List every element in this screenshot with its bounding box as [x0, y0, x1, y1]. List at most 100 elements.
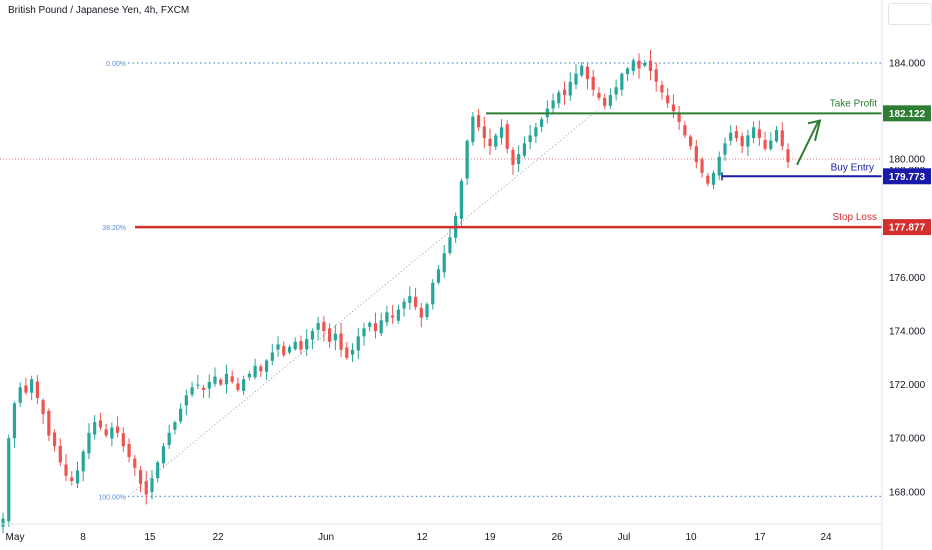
candle-body [87, 432, 91, 454]
candle-body [190, 387, 194, 395]
candle-body [184, 395, 188, 406]
fib-level-label: 0.00% [106, 61, 126, 68]
candle-body [752, 127, 756, 138]
candle-body [757, 129, 761, 139]
candle-body [81, 451, 85, 472]
candle-body [465, 140, 469, 179]
candle-body [688, 136, 693, 147]
candle-body [717, 156, 721, 176]
candle-body [196, 384, 200, 386]
candle-body [93, 422, 97, 435]
price-badge-text: 177.877 [889, 223, 926, 234]
candle-body [608, 95, 612, 106]
plot-area[interactable] [0, 50, 882, 534]
candle-body [591, 76, 595, 90]
x-tick-label: 17 [754, 532, 766, 543]
fib-level-label: 38.20% [102, 225, 126, 232]
x-tick-label: 8 [80, 532, 86, 543]
x-tick-label: 19 [484, 532, 496, 543]
x-tick-label: 12 [416, 532, 428, 543]
candle-body [1, 518, 5, 527]
candle-body [522, 143, 527, 156]
candle-body [24, 385, 28, 393]
candle-body [230, 376, 234, 382]
price-badge-text: 179.773 [889, 172, 926, 183]
take-profit-arrow-shaft [796, 121, 819, 166]
candle-body [373, 323, 378, 331]
candle-body [18, 387, 22, 403]
candle-body [494, 135, 498, 147]
candle-body [408, 296, 412, 303]
y-tick-label: 174.000 [889, 327, 926, 338]
candle-body [597, 92, 601, 98]
candle-body [729, 132, 733, 141]
candle-body [35, 381, 39, 398]
candle-body [391, 315, 395, 318]
x-tick-label: May [6, 532, 25, 543]
candle-body [104, 429, 108, 436]
candle-body [224, 373, 229, 385]
y-tick-label: 170.000 [889, 434, 926, 445]
candle-body [425, 304, 429, 318]
candle-body [763, 140, 767, 149]
candle-body [402, 301, 406, 309]
candle-body [482, 126, 486, 139]
candle-body [385, 312, 389, 323]
candle-body [138, 470, 143, 484]
candle-body [505, 124, 509, 149]
x-tick-label: Jun [318, 532, 334, 543]
candle-body [614, 87, 618, 95]
candle-body [350, 349, 355, 355]
take-profit-arrow-head [807, 119, 822, 141]
candle-body [666, 95, 670, 104]
candle-body [52, 432, 57, 447]
candle-body [517, 154, 521, 165]
candle-body [706, 175, 710, 184]
candle-body [242, 379, 246, 391]
candle-body [219, 379, 223, 385]
candle-body [540, 119, 544, 127]
candle-body [499, 127, 504, 138]
candle-body [236, 383, 240, 390]
candle-body [150, 478, 154, 493]
annotation-labels: 0.00% 38.20% 100.00% Take Profit 182.122 Buy … [98, 61, 931, 501]
trade-level-name: Buy Entry [831, 162, 874, 173]
candle-body [459, 180, 463, 219]
candle-body [356, 336, 360, 351]
candle-body [648, 60, 653, 72]
candle-body [631, 60, 635, 72]
candle-body [322, 321, 326, 331]
candle-body [436, 269, 441, 283]
candle-body [620, 73, 624, 90]
candle-body [133, 458, 137, 468]
candle-body [115, 426, 120, 433]
y-tick-label: 176.000 [889, 273, 926, 284]
candle-body [345, 347, 349, 358]
candle-body [47, 410, 51, 436]
candle-body [677, 113, 681, 122]
candle-body [339, 333, 343, 350]
candle-body [769, 140, 773, 150]
y-tick-label: 168.000 [889, 487, 926, 498]
x-tick-label: Jul [618, 532, 631, 543]
candle-body [173, 422, 177, 430]
candle-body [528, 135, 532, 143]
candle-body [419, 307, 423, 318]
candle-body [671, 104, 676, 112]
candle-body [780, 130, 784, 147]
candle-body [476, 115, 481, 128]
candle-body [734, 131, 739, 139]
candle-body [746, 135, 750, 147]
candle-body [534, 127, 538, 137]
price-badge-text: 182.122 [889, 109, 926, 120]
candle-body [442, 253, 446, 273]
candle-body [264, 360, 269, 372]
candle-body [585, 66, 590, 80]
candle-body [448, 237, 452, 253]
candle-body [683, 125, 687, 136]
candle-body [551, 100, 555, 109]
fib-level-label: 100.00% [98, 494, 126, 501]
candle-body [711, 172, 716, 185]
